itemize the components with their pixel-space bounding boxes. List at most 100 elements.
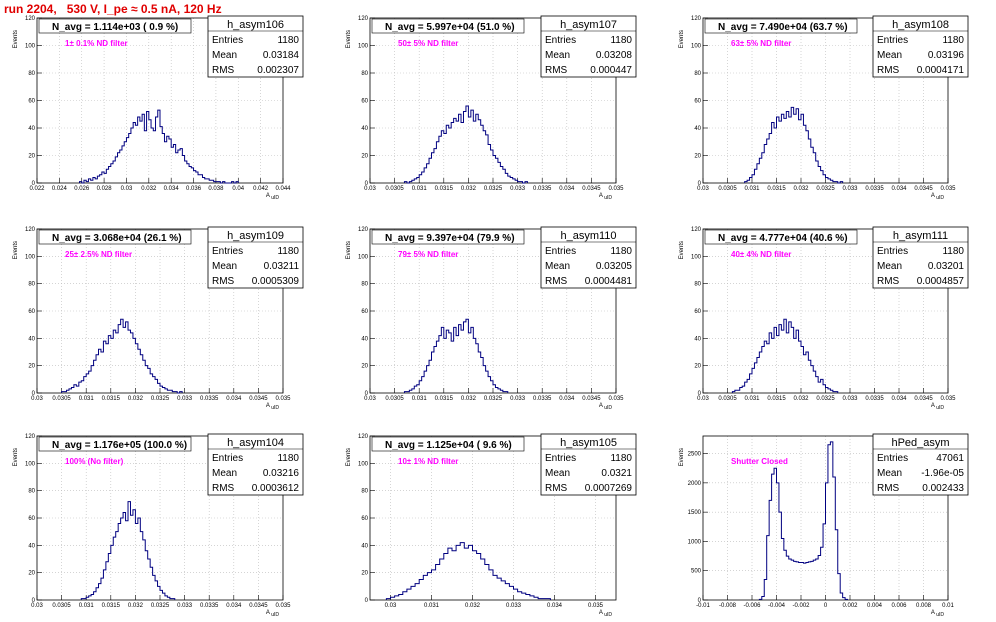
histogram-panel-h_asym108: 0.03 0.0305 0.031 0.0315 0.032 0.0325 0.033 0.0… [679,15,969,201]
y-axis-label: Events [13,448,19,466]
x-tick-label: 0.0345 [914,396,933,402]
histogram-line-h_asym104 [80,501,176,600]
stats-value: 1180 [942,246,964,257]
filter-label: 50± 5% ND filter [398,39,458,48]
y-tick-label: 40 [361,126,368,132]
stats-label: Mean [212,468,237,479]
x-tick-label: 0.03 [364,396,376,402]
stats-label: Entries [545,453,576,464]
x-tick-label: 0.035 [608,396,624,402]
histogram-line-hPed_asym [758,441,849,600]
histogram-line-h_asym108 [744,106,844,184]
stats-value: 0.03216 [263,468,300,479]
x-tick-label: 0.031 [79,603,95,609]
x-tick-label: 0.0335 [865,186,884,192]
y-tick-label: 0 [32,598,36,604]
x-tick-label: 0.0305 [385,396,404,402]
x-tick-label: 0.002 [842,603,858,609]
filter-label: 63± 5% ND filter [731,39,791,48]
x-tick-label: 0.034 [559,186,575,192]
x-tick-label: -0.008 [719,603,737,609]
filter-label: 10± 1% ND filter [398,457,458,466]
stats-label: Mean [877,261,902,272]
y-tick-label: 80 [361,489,368,495]
x-axis-label: A uID [266,193,280,201]
x-tick-label: 0.03 [31,396,43,402]
y-tick-label: 0 [365,181,369,187]
panel-title-box [38,436,192,452]
stats-label: Entries [877,35,908,46]
x-tick-label: 0.033 [842,396,858,402]
panel-title-box [371,436,525,452]
x-tick-label: -0.004 [768,603,786,609]
histogram-line-h_asym110 [403,318,509,393]
x-tick-label: 0.004 [867,603,883,609]
stats-value: 1180 [277,35,299,46]
x-tick-label: 0.038 [208,186,224,192]
x-tick-label: 0.0345 [249,603,268,609]
y-tick-label: 120 [358,227,369,233]
y-tick-label: 40 [28,543,35,549]
x-tick-label: 0.0305 [52,396,71,402]
x-tick-label: 0 [824,603,828,609]
y-tick-label: 100 [691,254,702,260]
x-tick-label: 0.0305 [385,186,404,192]
stats-box [540,226,637,289]
y-tick-label: 40 [28,126,35,132]
y-tick-label: 1000 [688,539,702,545]
y-tick-label: 20 [361,571,368,577]
x-tick-label: 0.032 [128,396,144,402]
x-tick-label: 0.024 [52,186,68,192]
stats-label: Entries [877,246,908,257]
stats-value: 0.03201 [928,261,965,272]
stats-value: 1180 [610,453,632,464]
x-tick-label: 0.006 [891,603,907,609]
y-tick-label: 1500 [688,510,702,516]
x-tick-label: 0.032 [793,186,809,192]
x-axis-label: A uID [599,610,613,618]
histogram-line-h_asym109 [61,318,183,394]
x-tick-label: 0.0335 [200,603,219,609]
x-axis-label: A uID [931,403,945,411]
histogram-panel-h_asym109: 0.03 0.0305 0.031 0.0315 0.032 0.0325 0.033 0.0… [13,226,304,411]
stats-label: RMS [545,65,568,76]
stats-name: h_asym108 [892,19,949,31]
x-tick-label: 0.0325 [151,603,170,609]
stats-value: 0.0004481 [585,276,633,287]
stats-name: h_asym105 [560,437,617,449]
y-tick-label: 120 [691,16,702,22]
x-tick-label: 0.0335 [865,396,884,402]
y-tick-label: 80 [361,282,368,288]
x-axis-label: A uID [599,193,613,201]
y-axis-label: Events [679,30,685,48]
stats-value: 1180 [610,246,632,257]
x-tick-label: 0.032 [141,186,157,192]
y-tick-label: 20 [28,154,35,160]
panel-title-box [704,229,858,245]
y-tick-label: 120 [358,16,369,22]
x-tick-label: 0.033 [177,396,193,402]
stats-box [207,433,304,496]
y-tick-label: 100 [25,461,36,467]
x-tick-label: 0.034 [547,603,563,609]
y-tick-label: 40 [694,336,701,342]
y-axis-label: Events [679,241,685,259]
x-tick-label: 0.0325 [484,396,503,402]
stats-label: Mean [212,50,237,61]
y-axis-label: Events [13,241,19,259]
filter-label: 100% (No filter) [65,457,124,466]
filter-label: Shutter Closed [731,457,788,466]
x-tick-label: 0.0305 [52,603,71,609]
y-tick-label: 40 [28,336,35,342]
stats-label: Mean [877,468,902,479]
y-tick-label: 80 [694,71,701,77]
x-tick-label: 0.022 [29,186,45,192]
x-tick-label: 0.034 [226,396,242,402]
x-tick-label: 0.03 [385,603,397,609]
stats-name: h_asym104 [227,437,284,449]
y-tick-label: 120 [691,227,702,233]
stats-value: 1180 [277,246,299,257]
x-axis-label: A uID [266,610,280,618]
histogram-line-h_asym107 [403,105,528,184]
